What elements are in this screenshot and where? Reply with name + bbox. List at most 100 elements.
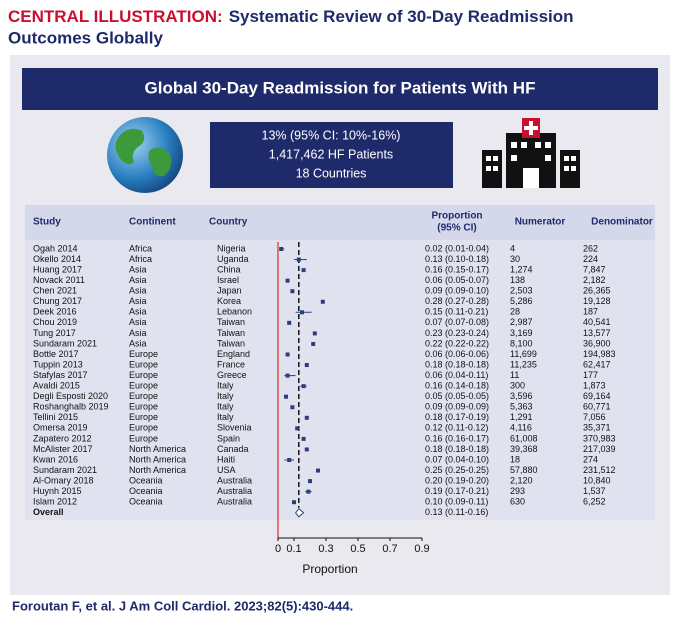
study: Huynh 2015: [33, 486, 82, 496]
point: [279, 247, 284, 251]
point: [304, 415, 309, 420]
study: Ogah 2014: [33, 243, 78, 253]
country: Australia: [217, 497, 252, 507]
numerator: 2,120: [510, 475, 533, 485]
country: Spain: [217, 433, 240, 443]
point: [300, 310, 304, 315]
continent: Europe: [129, 433, 158, 443]
continent: Asia: [129, 275, 147, 285]
point: [320, 299, 325, 304]
proportion-label: 0.18 (0.17-0.19): [425, 412, 489, 422]
denominator: 194,983: [583, 349, 616, 359]
numerator: 30: [510, 254, 520, 264]
denominator: 2,182: [583, 275, 606, 285]
numerator: 138: [510, 275, 525, 285]
denominator: 7,056: [583, 412, 606, 422]
point: [312, 331, 317, 336]
column-header: (95% CI): [437, 223, 476, 234]
study: Huang 2017: [33, 264, 82, 274]
study: Tellini 2015: [33, 412, 78, 422]
proportion-label: 0.06 (0.06-0.06): [425, 349, 489, 359]
study: Zapatero 2012: [33, 433, 92, 443]
x-tick-label: 0: [275, 543, 281, 555]
continent: Europe: [129, 381, 158, 391]
denominator: 274: [583, 454, 598, 464]
point: [301, 268, 306, 273]
column-header: Study: [33, 217, 61, 228]
country: Italy: [217, 391, 234, 401]
point: [287, 320, 292, 325]
denominator: 262: [583, 243, 598, 253]
numerator: 3,596: [510, 391, 533, 401]
country: Australia: [217, 486, 252, 496]
numerator: 28: [510, 307, 520, 317]
denominator: 36,900: [583, 338, 611, 348]
study: Tung 2017: [33, 328, 76, 338]
denominator: 7,847: [583, 264, 606, 274]
continent: Asia: [129, 328, 147, 338]
study: Sundaram 2021: [33, 465, 97, 475]
proportion-label: 0.10 (0.09-0.11): [425, 497, 488, 507]
numerator: 2,503: [510, 286, 533, 296]
study: Al-Omary 2018: [33, 475, 94, 485]
country: Italy: [217, 402, 234, 412]
continent: Oceania: [129, 486, 163, 496]
x-tick-label: 0.9: [414, 543, 429, 555]
proportion-label: 0.02 (0.01-0.04): [425, 243, 489, 253]
country: England: [217, 349, 250, 359]
study: Roshanghalb 2019: [33, 402, 109, 412]
study: Stafylas 2017: [33, 370, 88, 380]
country: Taiwan: [217, 338, 245, 348]
continent: Asia: [129, 338, 147, 348]
country: Canada: [217, 444, 249, 454]
denominator: 60,771: [583, 402, 611, 412]
title-line: Outcomes Globally: [8, 28, 163, 47]
numerator: 39,368: [510, 444, 538, 454]
proportion-label: 0.09 (0.09-0.10): [425, 286, 489, 296]
numerator: 11,235: [510, 359, 537, 369]
numerator: 1,291: [510, 412, 533, 422]
x-tick-label: 0.5: [350, 543, 365, 555]
denominator: 177: [583, 370, 598, 380]
proportion-label: 0.15 (0.11-0.21): [425, 307, 488, 317]
numerator: 2,987: [510, 317, 533, 327]
continent: Africa: [129, 243, 152, 253]
continent: Asia: [129, 264, 147, 274]
point: [290, 289, 295, 294]
proportion-label: 0.07 (0.07-0.08): [425, 317, 489, 327]
proportion-label: 0.16 (0.14-0.18): [425, 381, 489, 391]
proportion-label: 0.18 (0.18-0.18): [425, 444, 489, 454]
continent: Asia: [129, 296, 147, 306]
country: Lebanon: [217, 307, 252, 317]
point: [308, 479, 312, 484]
country: Japan: [217, 286, 242, 296]
country: Greece: [217, 370, 247, 380]
study: Overall: [33, 507, 64, 517]
point: [285, 278, 290, 283]
denominator: 370,983: [583, 433, 616, 443]
point: [290, 405, 295, 410]
x-tick-label: 0.7: [382, 543, 397, 555]
country: Israel: [217, 275, 239, 285]
country: Australia: [217, 475, 252, 485]
study: Tuppin 2013: [33, 359, 83, 369]
proportion-label: 0.06 (0.04-0.11): [425, 370, 488, 380]
country: Haiti: [217, 454, 235, 464]
proportion-label: 0.12 (0.11-0.12): [425, 423, 488, 433]
denominator: 35,371: [583, 423, 611, 433]
proportion-label: 0.23 (0.23-0.24): [425, 328, 489, 338]
point: [301, 384, 306, 389]
numerator: 5,286: [510, 296, 533, 306]
proportion-label: 0.18 (0.18-0.18): [425, 359, 489, 369]
title-line: Systematic Review of 30-Day Readmission: [229, 7, 574, 26]
study: Kwan 2016: [33, 454, 78, 464]
numerator: 11,699: [510, 349, 537, 359]
study: Okello 2014: [33, 254, 81, 264]
summary-box: [210, 122, 453, 188]
overall-diamond: [294, 508, 305, 518]
numerator: 3,169: [510, 328, 533, 338]
country: Italy: [217, 412, 234, 422]
continent: North America: [129, 454, 186, 464]
denominator: 1,873: [583, 381, 606, 391]
